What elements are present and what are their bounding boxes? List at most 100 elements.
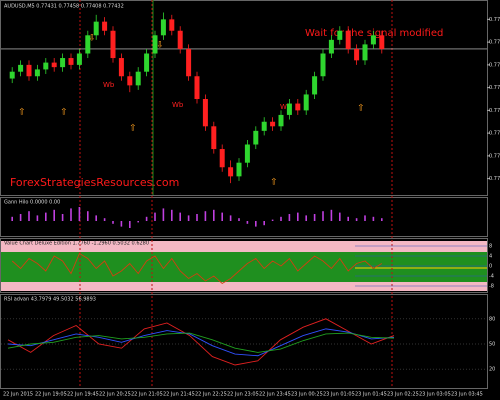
- up-arrow: ⇧: [60, 108, 68, 118]
- candle-body: [26, 64, 32, 77]
- histo-frame: [0, 197, 488, 237]
- histo-bar: [305, 215, 307, 221]
- histo-bar: [162, 208, 165, 221]
- time-label: 22 Jun 21:05: [131, 392, 163, 398]
- candle-body: [177, 30, 183, 49]
- y-tick-label: 0.7715: [489, 153, 500, 159]
- candle-body: [295, 103, 301, 111]
- candle-body: [51, 62, 57, 68]
- y-tick-label: 0.7735: [489, 108, 500, 114]
- oversold-band: [1, 282, 487, 291]
- candle-body: [127, 76, 133, 86]
- candle-body: [328, 39, 334, 54]
- up-arrow: ⇧: [18, 108, 26, 118]
- time-label: 22 Jun 19:05: [35, 392, 67, 398]
- candle-body: [102, 21, 108, 31]
- value-line: [11, 252, 383, 285]
- histo-bar: [187, 215, 190, 221]
- time-label: 22 Jun 23:05: [227, 392, 259, 398]
- panel-title: RSI advan 43.7979 49.5032 56.9893: [4, 297, 96, 303]
- down-arrow: ⇩: [156, 41, 164, 51]
- histo-bar: [255, 221, 257, 227]
- candle-body: [354, 48, 360, 61]
- histo-bar: [36, 215, 39, 221]
- histo-bar: [297, 212, 299, 221]
- rsi-line: [7, 328, 395, 357]
- y-tick-label: 0.7765: [489, 40, 500, 46]
- value-frame: [0, 238, 488, 293]
- candle-body: [160, 19, 166, 36]
- time-label: 22 Jun 23:45: [259, 392, 291, 398]
- candle-body: [345, 30, 351, 49]
- down-arrow: ⇩: [88, 34, 96, 44]
- histo-bar: [246, 221, 249, 224]
- time-label: 23 Jun 01:45: [355, 392, 387, 398]
- time-label: 23 Jun 01:05: [323, 392, 355, 398]
- candle-body: [43, 62, 49, 70]
- histo-bar: [339, 212, 341, 221]
- time-label: 22 Jun 2015: [3, 392, 33, 398]
- histo-bar: [372, 216, 375, 221]
- candle-body: [152, 35, 158, 54]
- wb-label: Wb: [172, 101, 184, 109]
- candle-body: [144, 53, 150, 72]
- candle-body: [286, 103, 292, 115]
- candle-body: [320, 53, 326, 77]
- candle-body: [68, 58, 74, 65]
- histo-bar: [229, 215, 232, 221]
- up-arrow: ⇧: [270, 178, 278, 188]
- candle-body: [169, 19, 175, 31]
- candle-body: [312, 76, 318, 95]
- candle-body: [18, 64, 24, 72]
- histo-bar: [313, 214, 316, 221]
- time-label: 22 Jun 22:25: [195, 392, 227, 398]
- candle-body: [110, 30, 116, 59]
- histo-bar: [120, 221, 123, 227]
- histo-bar: [271, 219, 274, 221]
- up-arrow: ⇧: [357, 104, 365, 114]
- candle-body: [370, 35, 376, 45]
- y-tick-label: 0.7775: [489, 17, 500, 23]
- candle-body: [135, 71, 141, 86]
- histo-bar: [112, 221, 114, 224]
- watermark: ForexStrategiesResources.com: [10, 176, 179, 189]
- candle-body: [303, 94, 309, 111]
- candle-body: [337, 30, 343, 40]
- histo-bar: [196, 214, 198, 221]
- time-label: 23 Jun 03:45: [451, 392, 483, 398]
- candle-body: [34, 69, 40, 77]
- histo-bar: [45, 212, 47, 221]
- candle-body: [93, 21, 99, 36]
- histo-bar: [280, 216, 282, 221]
- histo-bar: [288, 214, 291, 221]
- histo-bar: [28, 211, 30, 221]
- y-tick-label: 50: [489, 342, 495, 348]
- candle-body: [211, 126, 217, 150]
- histo-bar: [61, 214, 64, 221]
- signal-text: Wait for the signal modified: [305, 28, 443, 39]
- histo-bar: [95, 215, 97, 221]
- candle-body: [118, 58, 124, 77]
- candle-body: [236, 162, 242, 177]
- histo-bar: [221, 212, 223, 221]
- time-label: 22 Jun 21:45: [163, 392, 195, 398]
- histo-bar: [213, 209, 215, 221]
- histo-bar: [263, 221, 265, 226]
- rsi-line: [7, 332, 395, 353]
- time-label: 23 Jun 03:05: [419, 392, 451, 398]
- candle-body: [278, 114, 284, 127]
- time-label: 22 Jun 19:45: [67, 392, 99, 398]
- histo-bar: [330, 209, 333, 221]
- candle-body: [362, 44, 368, 61]
- y-tick-label: 80: [489, 316, 495, 322]
- candle-body: [379, 35, 385, 49]
- histo-bar: [347, 216, 349, 221]
- candle-body: [253, 130, 259, 145]
- y-tick-label: 0.7755: [489, 62, 500, 68]
- histo-bar: [129, 221, 131, 228]
- y-tick-label: 8: [489, 244, 492, 250]
- histo-bar: [238, 218, 240, 221]
- candle-body: [244, 144, 250, 163]
